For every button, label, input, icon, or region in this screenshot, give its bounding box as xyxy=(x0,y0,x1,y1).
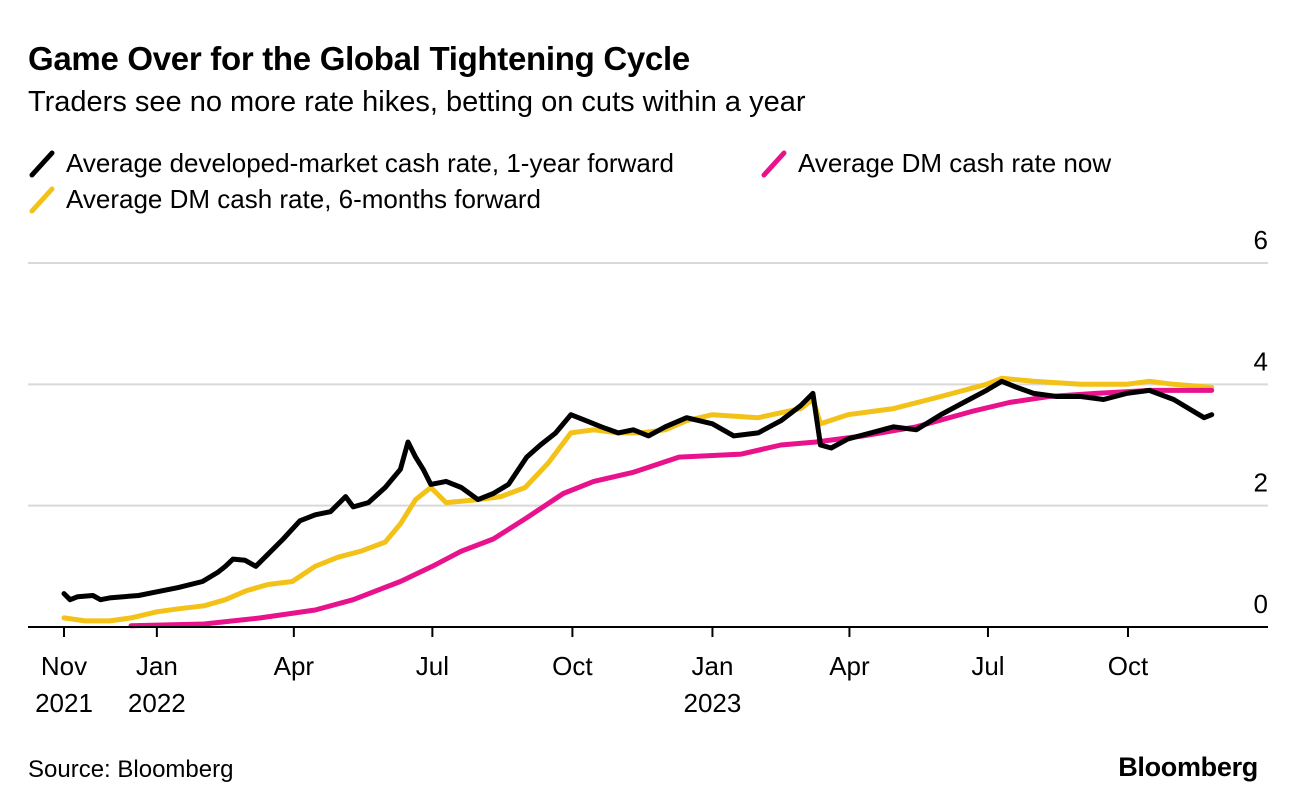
legend-swatch-magenta-icon xyxy=(760,150,788,178)
y-tick-label: 6 xyxy=(1254,225,1268,255)
x-tick-year-label: 2022 xyxy=(128,688,186,718)
legend-swatch-black-icon xyxy=(28,150,56,178)
x-tick-label: Oct xyxy=(1108,651,1149,681)
x-tick-label: Jan xyxy=(136,651,178,681)
legend-swatch-yellow-icon xyxy=(28,186,56,214)
y-tick-label: 2 xyxy=(1254,468,1268,498)
legend-label-6m-forward: Average DM cash rate, 6-months forward xyxy=(66,184,541,214)
legend-item-1y-forward: Average developed-market cash rate, 1-ye… xyxy=(28,148,674,179)
series-line-now xyxy=(128,387,1215,629)
gridlines: 0 2 4 6 xyxy=(28,225,1268,619)
x-tick-label: Apr xyxy=(829,651,870,681)
series-lines xyxy=(61,375,1215,629)
y-tick-label: 4 xyxy=(1254,346,1268,376)
y-tick-label: 0 xyxy=(1254,589,1268,619)
series-line-6m-forward xyxy=(61,375,1215,624)
legend-label-1y-forward: Average developed-market cash rate, 1-ye… xyxy=(66,148,674,178)
series-line-1y-forward xyxy=(61,378,1215,603)
bloomberg-logo: Bloomberg xyxy=(1118,752,1258,782)
line-chart: 0 2 4 6 Nov 2021 Jan 2022 Apr Jul Oct Jan 2023 Apr Ju… xyxy=(28,225,1268,718)
x-tick-label: Jul xyxy=(971,651,1004,681)
x-tick-year-label: 2023 xyxy=(684,688,742,718)
x-tick-label: Jul xyxy=(416,651,449,681)
x-tick-label: Nov xyxy=(41,651,87,681)
legend-item-now: Average DM cash rate now xyxy=(760,148,1111,179)
legend-item-6m-forward: Average DM cash rate, 6-months forward xyxy=(28,184,541,215)
x-tick-label: Oct xyxy=(552,651,593,681)
x-axis: Nov 2021 Jan 2022 Apr Jul Oct Jan 2023 Apr Jul Oct xyxy=(28,626,1268,718)
source-note: Source: Bloomberg xyxy=(28,756,234,783)
x-tick-year-label: 2021 xyxy=(35,688,93,718)
chart-subtitle: Traders see no more rate hikes, betting … xyxy=(28,86,806,118)
chart-title: Game Over for the Global Tightening Cycl… xyxy=(28,40,690,77)
x-tick-label: Jan xyxy=(691,651,733,681)
x-tick-label: Apr xyxy=(274,651,315,681)
legend-label-now: Average DM cash rate now xyxy=(798,148,1112,178)
